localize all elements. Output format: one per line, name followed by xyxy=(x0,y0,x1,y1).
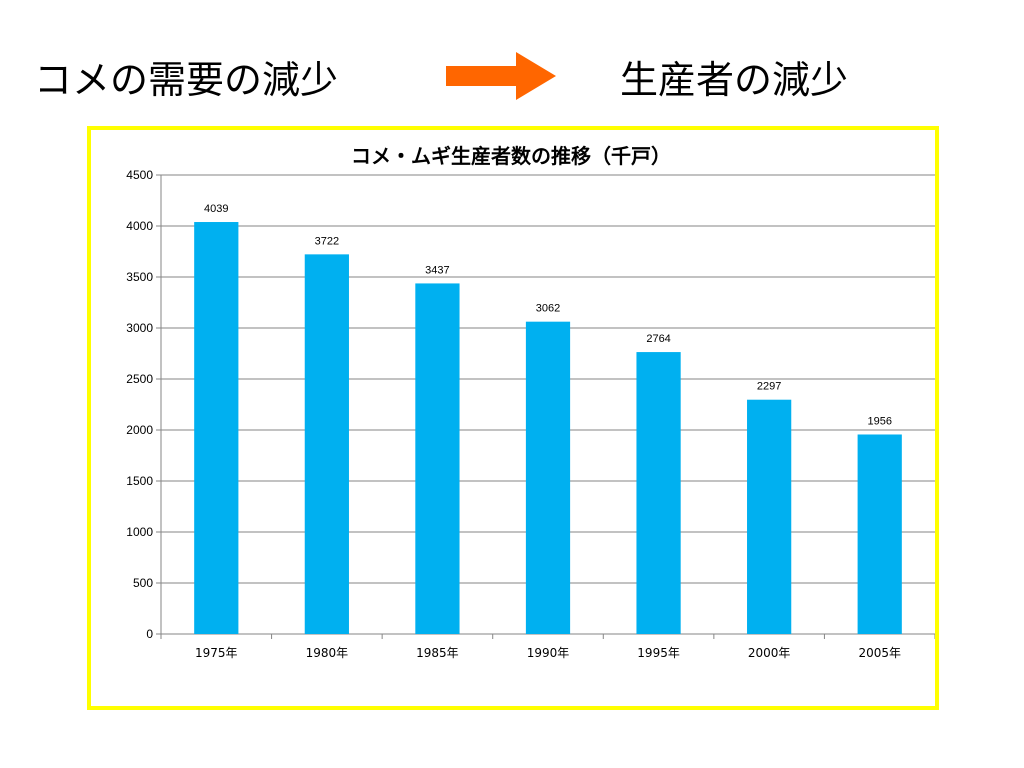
y-tick-label: 2000 xyxy=(126,423,153,437)
x-tick-label: 2000年 xyxy=(748,646,791,660)
x-tick-label: 1995年 xyxy=(637,646,680,660)
data-label: 2764 xyxy=(646,333,670,345)
chart-frame: コメ・ムギ生産者数の推移（千戸） 0 500 1000 1500 2000 2500 300… xyxy=(87,126,939,710)
headline-producer-decline: 生産者の減少 xyxy=(620,58,849,102)
bar xyxy=(304,254,349,634)
x-tick-label: 1975年 xyxy=(195,646,238,660)
x-tick-label: 1990年 xyxy=(527,646,570,660)
data-label: 4039 xyxy=(204,203,228,215)
y-tick-label: 2500 xyxy=(126,372,153,386)
y-tick-label: 3500 xyxy=(126,270,153,284)
data-label: 3062 xyxy=(536,303,560,315)
y-tick-label: 500 xyxy=(133,576,153,590)
labels: 0 500 1000 1500 2000 2500 3000 3500 4000 4500 4039… xyxy=(126,168,901,660)
chart-title: コメ・ムギ生産者数の推移（千戸） xyxy=(351,144,671,168)
x-tick-label: 1980年 xyxy=(306,646,349,660)
bar xyxy=(194,222,239,634)
headline-demand-decline: コメの需要の減少 xyxy=(34,58,339,102)
y-tick-label: 4000 xyxy=(126,219,153,233)
data-label: 2297 xyxy=(757,381,781,393)
right-arrow-icon xyxy=(446,52,556,100)
bars xyxy=(194,222,902,634)
data-label: 3722 xyxy=(315,235,339,247)
bar xyxy=(747,399,792,634)
x-tick-label: 1985年 xyxy=(416,646,459,660)
bar-chart: コメ・ムギ生産者数の推移（千戸） 0 500 1000 1500 2000 2500 300… xyxy=(126,144,935,660)
y-tick-label: 1500 xyxy=(126,474,153,488)
bar xyxy=(636,352,681,634)
bar xyxy=(415,283,460,634)
y-tick-label: 0 xyxy=(146,627,153,641)
data-label: 1956 xyxy=(867,415,891,427)
y-tick-label: 3000 xyxy=(126,321,153,335)
data-label: 3437 xyxy=(425,264,449,276)
x-tick-label: 2005年 xyxy=(858,646,901,660)
y-tick-label: 1000 xyxy=(126,525,153,539)
bar xyxy=(857,434,902,634)
y-tick-label: 4500 xyxy=(126,168,153,182)
bar xyxy=(525,321,571,634)
